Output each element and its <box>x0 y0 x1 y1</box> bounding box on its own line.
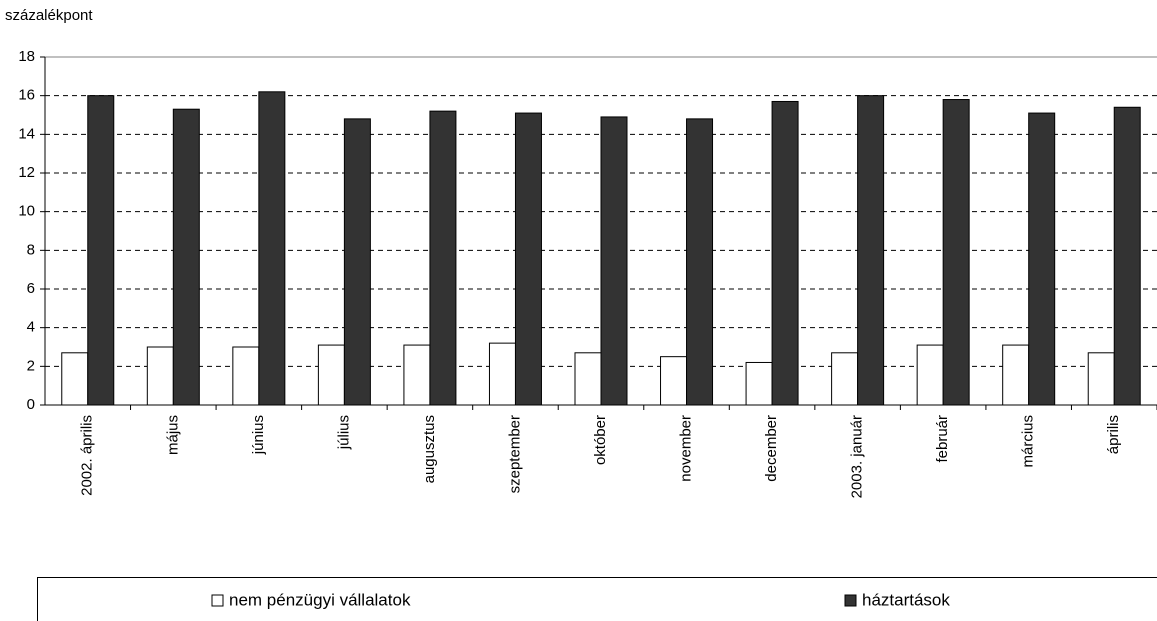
bar <box>600 116 628 406</box>
bar <box>61 352 89 406</box>
bar <box>146 346 174 406</box>
bar <box>686 118 714 406</box>
y-tick-label: 2 <box>27 357 35 374</box>
bar <box>488 342 516 406</box>
x-tick-label: február <box>934 415 951 463</box>
bar <box>745 361 773 406</box>
bar <box>771 100 799 406</box>
bar <box>660 356 688 406</box>
legend-swatch <box>211 594 224 607</box>
y-tick-label: 18 <box>18 48 35 65</box>
x-tick-label: július <box>335 415 352 450</box>
y-tick-label: 16 <box>18 87 35 104</box>
x-tick-label: június <box>250 415 267 455</box>
y-tick-label: 12 <box>18 164 35 181</box>
x-tick-label: 2003. január <box>849 415 866 498</box>
bar <box>258 91 286 406</box>
bar <box>429 110 457 406</box>
bar <box>403 344 431 406</box>
y-axis-label: százalékpont <box>5 7 93 24</box>
x-tick-label: november <box>678 415 695 482</box>
y-tick-label: 6 <box>27 280 35 297</box>
bar <box>942 99 970 406</box>
bar <box>172 108 200 406</box>
x-tick-label: december <box>763 415 780 482</box>
bar <box>232 346 260 406</box>
legend-swatch <box>844 594 857 607</box>
bar <box>1002 344 1030 406</box>
bar <box>831 352 859 406</box>
x-tick-label: március <box>1020 415 1037 468</box>
bar <box>916 344 944 406</box>
x-tick-label: április <box>1105 415 1122 454</box>
bar <box>1087 352 1115 406</box>
y-tick-label: 10 <box>18 203 35 220</box>
bar <box>514 112 542 406</box>
x-tick-label: 2002. április <box>79 415 96 496</box>
legend-label: háztartások <box>862 590 950 609</box>
bar <box>1028 112 1056 406</box>
x-tick-label: augusztus <box>421 415 438 483</box>
y-tick-label: 4 <box>27 319 35 336</box>
x-tick-label: október <box>592 415 609 465</box>
legend-label: nem pénzügyi vállalatok <box>229 590 411 609</box>
bar <box>574 352 602 406</box>
y-tick-label: 8 <box>27 241 35 258</box>
bar <box>87 95 115 406</box>
bar <box>317 344 345 406</box>
x-tick-label: szeptember <box>506 415 523 493</box>
x-tick-label: május <box>164 415 181 455</box>
bar <box>857 95 885 406</box>
y-tick-label: 0 <box>27 396 35 413</box>
bar <box>343 118 371 406</box>
y-tick-label: 14 <box>18 125 35 142</box>
bar <box>1113 106 1141 406</box>
